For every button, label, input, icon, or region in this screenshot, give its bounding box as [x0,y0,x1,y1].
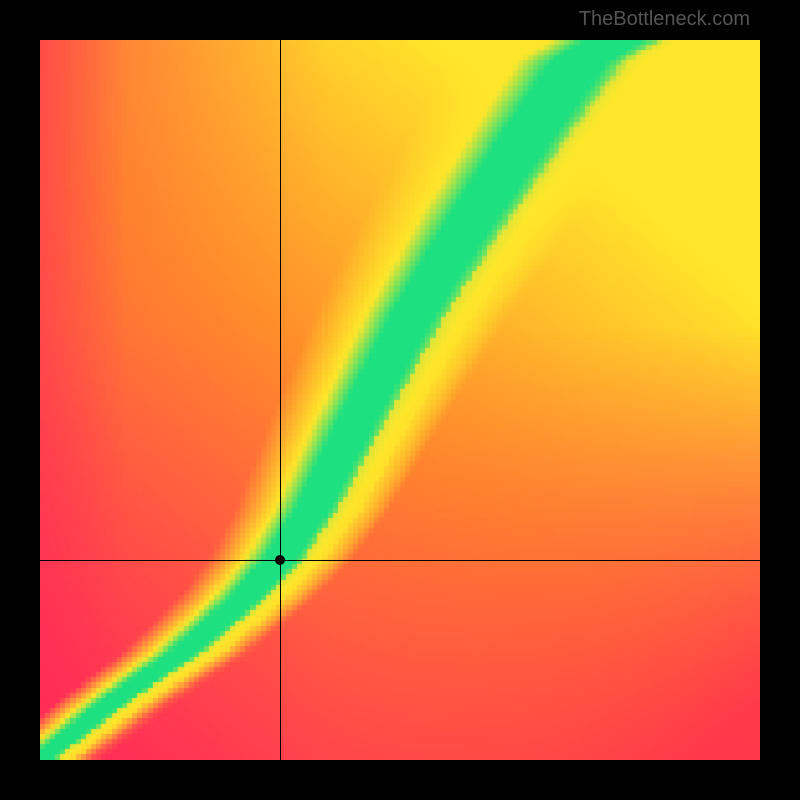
heatmap-plot [40,40,760,760]
crosshair-vertical [280,40,281,760]
crosshair-horizontal [40,560,760,561]
crosshair-dot [275,555,285,565]
heatmap-canvas [40,40,760,760]
watermark-text: TheBottleneck.com [579,8,750,31]
